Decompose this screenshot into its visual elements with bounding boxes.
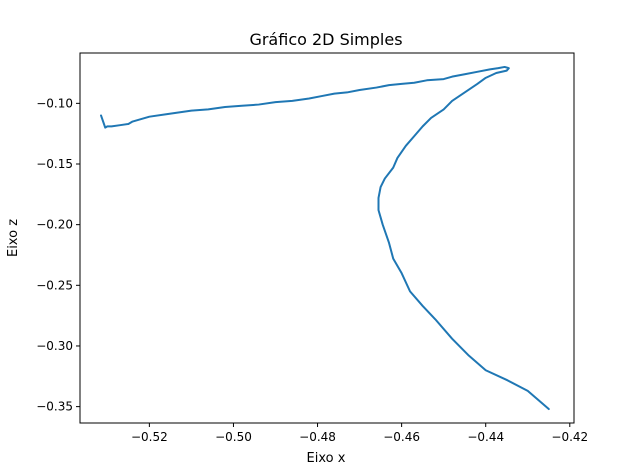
x-tick-label: −0.46	[383, 430, 420, 444]
x-tick-label: −0.52	[131, 430, 168, 444]
x-tick-label: −0.44	[467, 430, 504, 444]
y-tick-label: −0.25	[36, 278, 73, 292]
series-line-1	[100, 65, 550, 411]
y-tick-label: −0.15	[36, 157, 73, 171]
y-axis-label: Eixo z	[6, 219, 21, 257]
y-tick-label: −0.30	[36, 339, 73, 353]
x-axis-label: Eixo x	[307, 451, 346, 466]
x-tick-label: −0.42	[551, 430, 588, 444]
x-tick-label: −0.48	[299, 430, 336, 444]
y-tick-label: −0.10	[36, 96, 73, 110]
x-axis: −0.52 −0.50 −0.48 −0.46 −0.44 −0.42	[131, 423, 588, 444]
chart-title: Gráfico 2D Simples	[249, 30, 402, 49]
y-tick-label: −0.35	[36, 400, 73, 414]
plot-area	[100, 65, 550, 411]
y-tick-label: −0.20	[36, 218, 73, 232]
plot-frame	[79, 52, 575, 424]
x-tick-label: −0.50	[215, 430, 252, 444]
y-axis: −0.10 −0.15 −0.20 −0.25 −0.30 −0.35	[36, 96, 80, 414]
